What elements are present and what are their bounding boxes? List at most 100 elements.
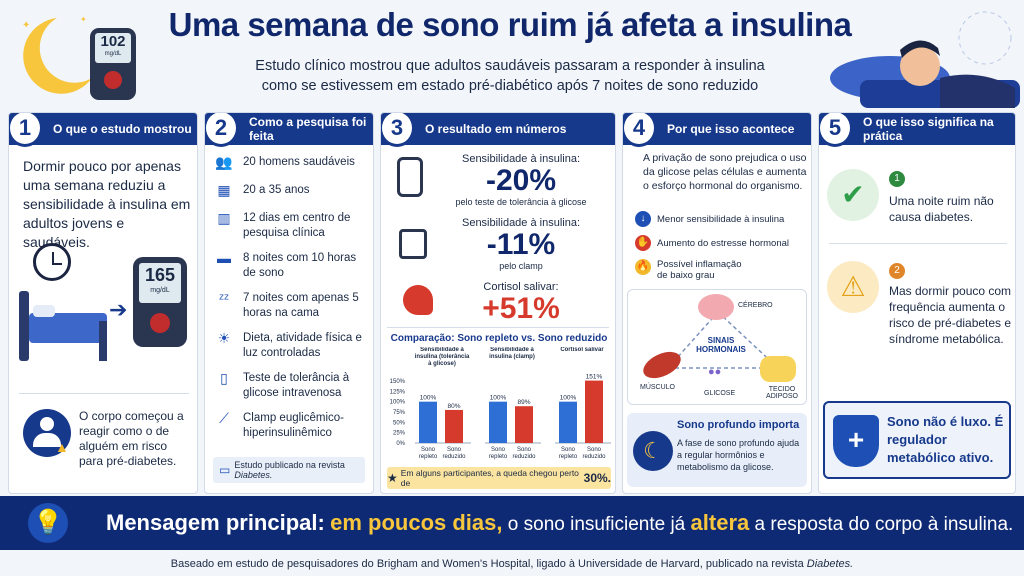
arrow-right-icon: ➔ <box>109 297 128 322</box>
point-number: 1 <box>889 171 905 187</box>
bed-icon <box>19 291 109 361</box>
bar-value-label: 100% <box>420 395 437 402</box>
fat-label: TECIDO ADIPOSO <box>766 386 798 400</box>
shield-check-icon: ✔ <box>827 169 879 221</box>
column-header: 5 O que isso significa na prática <box>819 113 1015 147</box>
factor-list: ↓ Menor sensibilidade à insulina ✋ Aumento… <box>635 211 805 281</box>
comparison-chart: 150% 125% 100% 75% 50% 25% 0% Sensibilidade à in… <box>385 347 613 463</box>
bar-value-label: 151% <box>586 374 603 381</box>
svg-text:✦: ✦ <box>80 15 87 24</box>
chart-bar <box>445 409 463 443</box>
group-label: Sensibilidade à <box>420 347 464 353</box>
bar-value-label: 100% <box>490 395 507 402</box>
x-tick-label: reduzido <box>442 454 466 460</box>
list-item: ▬ 8 noites com 10 horas de sono <box>217 250 357 280</box>
bar-value-label: 89% <box>517 399 530 406</box>
source-footer: Baseado em estudo de pesquisadores do Br… <box>170 558 854 570</box>
x-tick-label: repleto <box>419 454 438 460</box>
x-tick-label: repleto <box>559 454 578 460</box>
svg-text:✦: ✦ <box>22 20 30 31</box>
sleep-zzz-icon: ᶻᶻ <box>218 290 230 306</box>
bar-value-label: 100% <box>560 395 577 402</box>
warning-icon: ⚠ <box>827 261 879 313</box>
x-tick-label: Sono <box>447 447 462 453</box>
x-tick-label: Sono <box>421 447 436 453</box>
brain-icon <box>698 294 734 320</box>
group-label: Sensibilidade à <box>490 347 534 353</box>
main-message-bar: 💡 Mensagem principal: em poucos dias, o … <box>0 496 1024 550</box>
step-number: 2 <box>205 113 239 147</box>
chart-bar <box>585 380 603 443</box>
glucose-icon: ●● <box>708 366 722 378</box>
meter-unit: mg/dL <box>150 287 170 294</box>
column-title: Por que isso acontece <box>667 122 795 136</box>
list-item: ⟋ Clamp euglicêmico-hiperinsulinêmico <box>215 411 363 441</box>
hormone-diagram: CÉREBRO SINAIS HORMONAIS MÚSCULO ●● GLIC… <box>627 289 807 405</box>
x-tick-label: Sono <box>491 447 506 453</box>
column-study-result: 1 O que o estudo mostrou Dormir pouco po… <box>8 112 198 494</box>
group-label: insulina (clamp) <box>489 354 535 360</box>
chart-bar <box>489 401 507 443</box>
bed-small-icon: ▬ <box>217 250 231 266</box>
moon-stars-icon: ☾ <box>633 431 673 471</box>
lightbulb-icon: 💡 <box>28 503 68 543</box>
list-item: 🔥 Possível inflamação de baixo grau <box>635 259 742 281</box>
list-item: ☀ Dieta, atividade física e luz controlad… <box>215 331 363 361</box>
x-tick-label: repleto <box>489 454 508 460</box>
column-header: 1 O que o estudo mostrou <box>9 113 197 147</box>
list-item: ↓ Menor sensibilidade à insulina <box>635 211 805 227</box>
column-header: 3 O resultado em números <box>381 113 615 147</box>
stat-value: -20% <box>485 164 557 197</box>
muscle-label: MÚSCULO <box>640 384 676 391</box>
y-tick-label: 125% <box>390 389 406 395</box>
divider <box>829 243 1007 244</box>
stress-head-icon <box>403 285 433 315</box>
iv-bag-icon: ▯ <box>220 370 228 386</box>
divider <box>19 393 189 394</box>
column-title: O que isso significa na prática <box>863 115 994 143</box>
comparison-title: Comparação: Sono repleto vs. Sono reduzi… <box>390 333 608 344</box>
book-icon: ▭ <box>219 463 231 477</box>
column-title: Como a pesquisa foi feita <box>249 115 367 143</box>
x-tick-label: reduzido <box>512 454 536 460</box>
syringe-icon: ⟋ <box>219 410 229 426</box>
column-practice: 5 O que isso significa na prática ✔ 1 Um… <box>818 112 1016 494</box>
center-label: SINAIS HORMONAIS <box>696 336 746 354</box>
y-tick-label: 150% <box>390 379 406 385</box>
x-tick-label: Sono <box>587 447 602 453</box>
chart-bar <box>559 401 577 443</box>
star-icon: ★ <box>387 471 398 485</box>
building-icon: ▥ <box>217 210 231 226</box>
y-tick-label: 0% <box>396 441 405 447</box>
diet-light-icon: ☀ <box>217 330 231 346</box>
sleeping-man-icon <box>830 11 1020 108</box>
stat-value: +51% <box>482 292 560 325</box>
glucometer-high-icon: 165 mg/dL <box>133 257 187 347</box>
group-label: à glicose) <box>428 361 456 367</box>
glucometer-stat-icon <box>397 157 423 197</box>
page-subtitle: Estudo clínico mostrou que adultos saudá… <box>170 56 850 96</box>
deep-sleep-box: ☾ Sono profundo importa A fase de sono p… <box>627 413 807 487</box>
y-tick-label: 100% <box>390 400 406 406</box>
chart-svg: 150%125%100%75%50%25%0%Sensibilidade àin… <box>390 347 611 460</box>
why-text: A privação de sono prejudica o uso da gl… <box>643 152 807 192</box>
brain-label: CÉREBRO <box>738 302 773 309</box>
study-text: Dormir pouco por apenas uma semana reduz… <box>23 158 191 250</box>
glucometer-value: 102 <box>100 33 126 50</box>
banner-text: Sono não é luxo. É regulador metabólico … <box>887 414 1004 465</box>
moon-glucometer-illustration: ✦ ✦ 102 mg/dL <box>12 8 142 103</box>
column-header: 4 Por que isso acontece <box>623 113 811 147</box>
journal-note: ▭ Estudo publicado na revista Diabetes. <box>213 457 365 483</box>
column-results: 3 O resultado em números Sensibilidade à… <box>380 112 616 494</box>
column-title: O resultado em números <box>425 122 567 136</box>
y-tick-label: 25% <box>393 431 406 437</box>
y-tick-label: 50% <box>393 420 406 426</box>
x-tick-label: reduzido <box>582 454 606 460</box>
list-item: 👥 20 homens saudáveis <box>215 155 363 173</box>
calendar-icon: ▦ <box>217 182 231 198</box>
step-number: 4 <box>623 113 657 147</box>
step-number: 5 <box>819 113 853 147</box>
divider <box>387 327 609 328</box>
stat-block: Cortisol salivar: +51% <box>431 281 611 325</box>
subtitle-line-2: como se estivessem em estado pré-diabéti… <box>261 78 759 94</box>
